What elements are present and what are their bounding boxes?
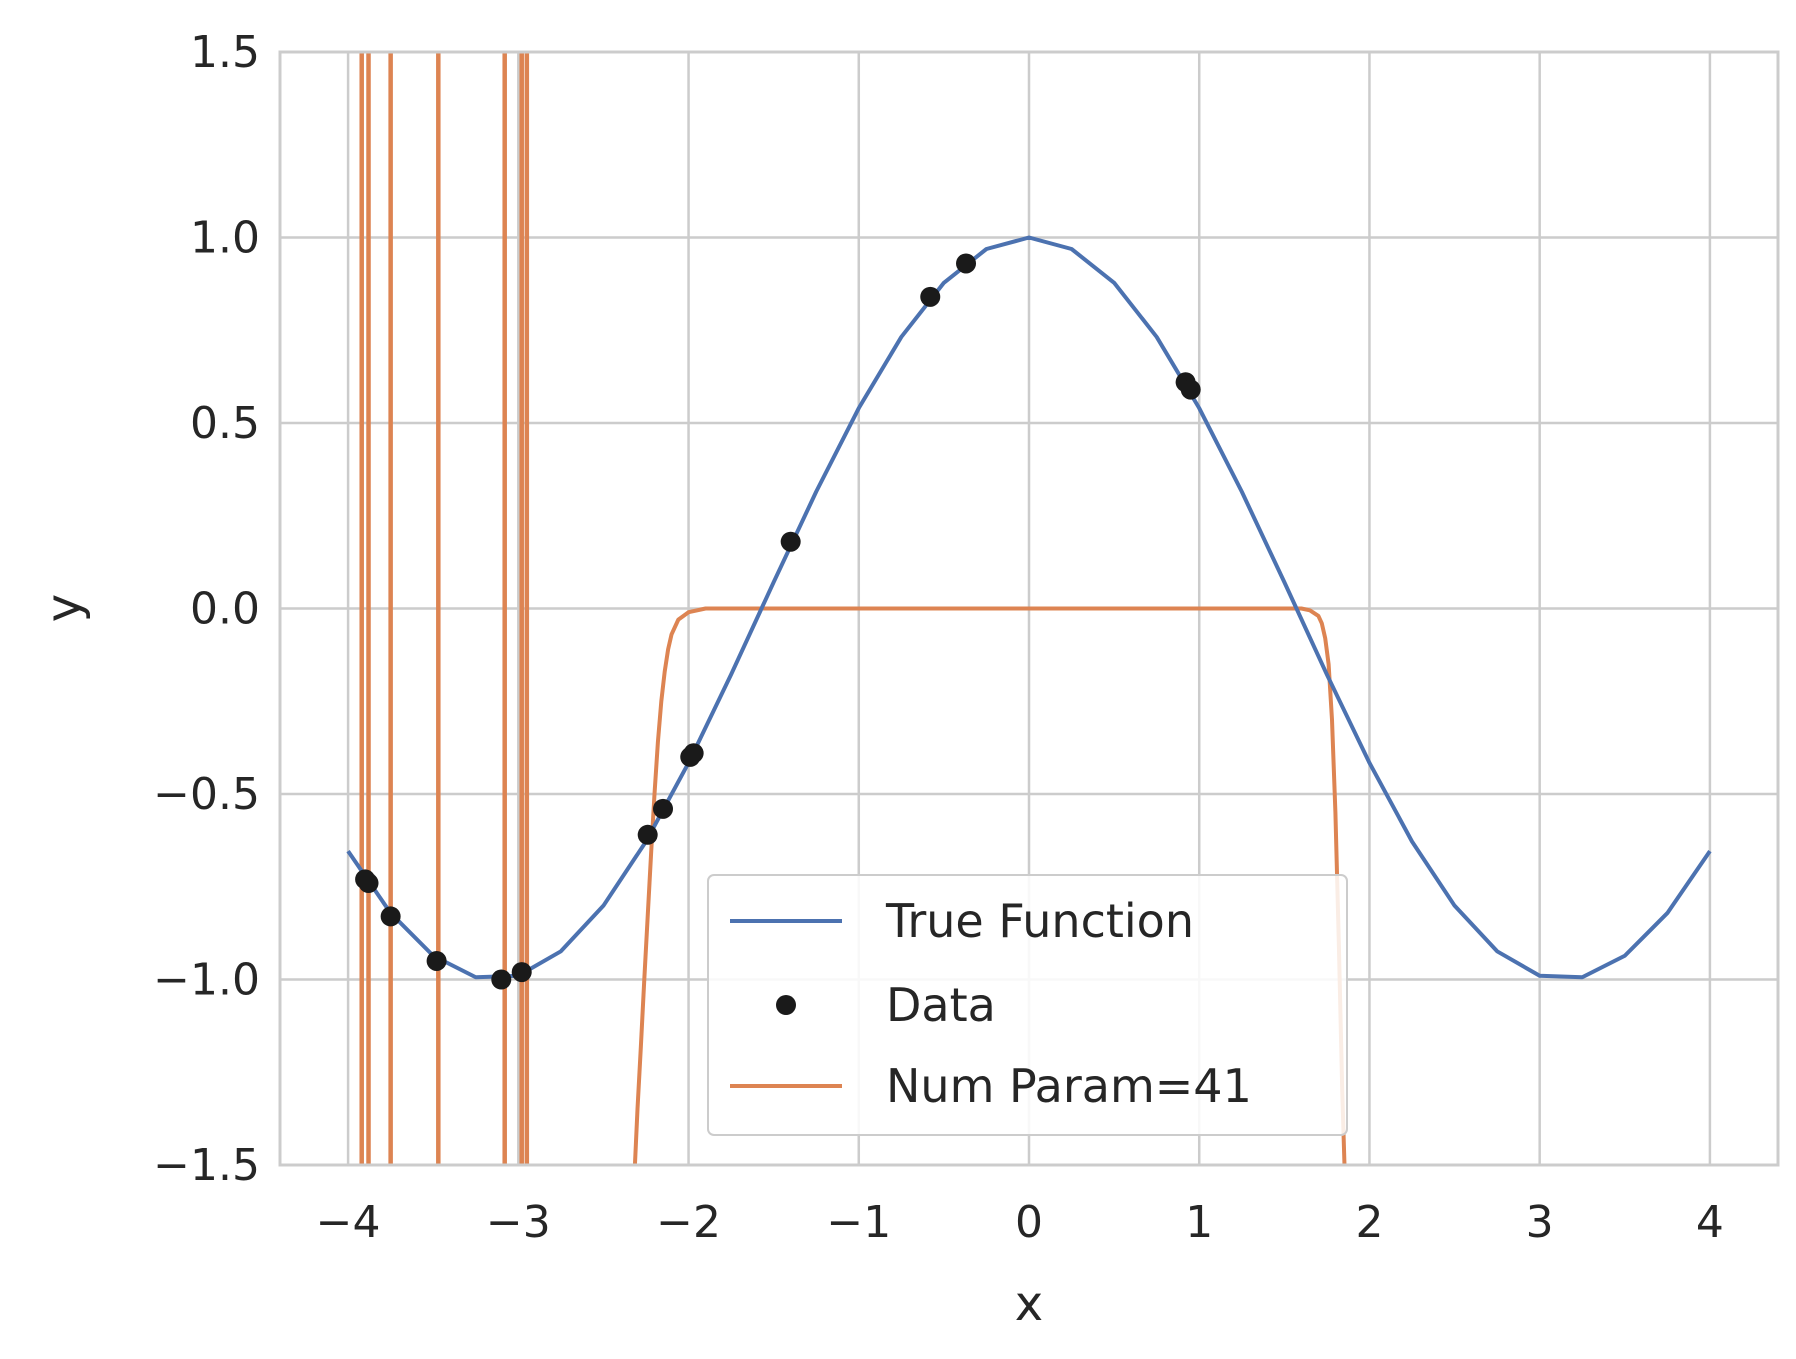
data-point bbox=[1180, 379, 1201, 400]
series-true-function-line bbox=[346, 235, 1712, 980]
plot-frame bbox=[278, 50, 1780, 1167]
legend-frame bbox=[707, 874, 1348, 1136]
x-axis-label: x bbox=[1015, 1276, 1043, 1332]
y-tick-label: 0.0 bbox=[190, 584, 260, 635]
x-tick-label: 0 bbox=[1015, 1197, 1043, 1248]
x-tick-label: −1 bbox=[826, 1197, 891, 1248]
tick-labels: −4 −3 −2 −1 0 1 2 3 4 −1.5 −1.0 −0.5 0.0 0.5 1.0 1.5 bbox=[153, 27, 1724, 1248]
data-point bbox=[653, 798, 674, 819]
x-tick-label: 1 bbox=[1185, 1197, 1213, 1248]
legend-label-data: Data bbox=[886, 978, 996, 1032]
y-tick-label: 1.0 bbox=[190, 213, 260, 264]
data-point bbox=[380, 906, 401, 927]
data-point bbox=[920, 286, 941, 307]
x-tick-label: 2 bbox=[1355, 1197, 1383, 1248]
data-point bbox=[780, 531, 801, 552]
x-tick-label: 3 bbox=[1526, 1197, 1554, 1248]
legend-label-num-param: Num Param=41 bbox=[886, 1059, 1252, 1113]
x-tick-label: 4 bbox=[1696, 1197, 1724, 1248]
legend: True Function Data Num Param=41 bbox=[707, 874, 1348, 1136]
y-axis-label: y bbox=[36, 594, 92, 622]
legend-swatch-data bbox=[776, 995, 796, 1015]
y-tick-label: −1.0 bbox=[153, 955, 260, 1006]
x-tick-label: −3 bbox=[486, 1197, 551, 1248]
y-tick-label: 1.5 bbox=[190, 27, 260, 78]
series-layer bbox=[346, 52, 1712, 1165]
data-point bbox=[358, 873, 379, 894]
y-tick-label: −1.5 bbox=[153, 1140, 260, 1191]
data-point bbox=[683, 743, 704, 764]
data-point bbox=[956, 253, 977, 274]
data-point bbox=[637, 824, 658, 845]
data-point bbox=[491, 969, 512, 990]
x-tick-label: −2 bbox=[656, 1197, 721, 1248]
data-point bbox=[426, 950, 447, 971]
legend-label-true-function: True Function bbox=[885, 894, 1194, 948]
y-tick-label: −0.5 bbox=[153, 769, 260, 820]
data-point bbox=[511, 962, 532, 983]
y-tick-label: 0.5 bbox=[190, 398, 260, 449]
x-tick-label: −4 bbox=[316, 1197, 381, 1248]
